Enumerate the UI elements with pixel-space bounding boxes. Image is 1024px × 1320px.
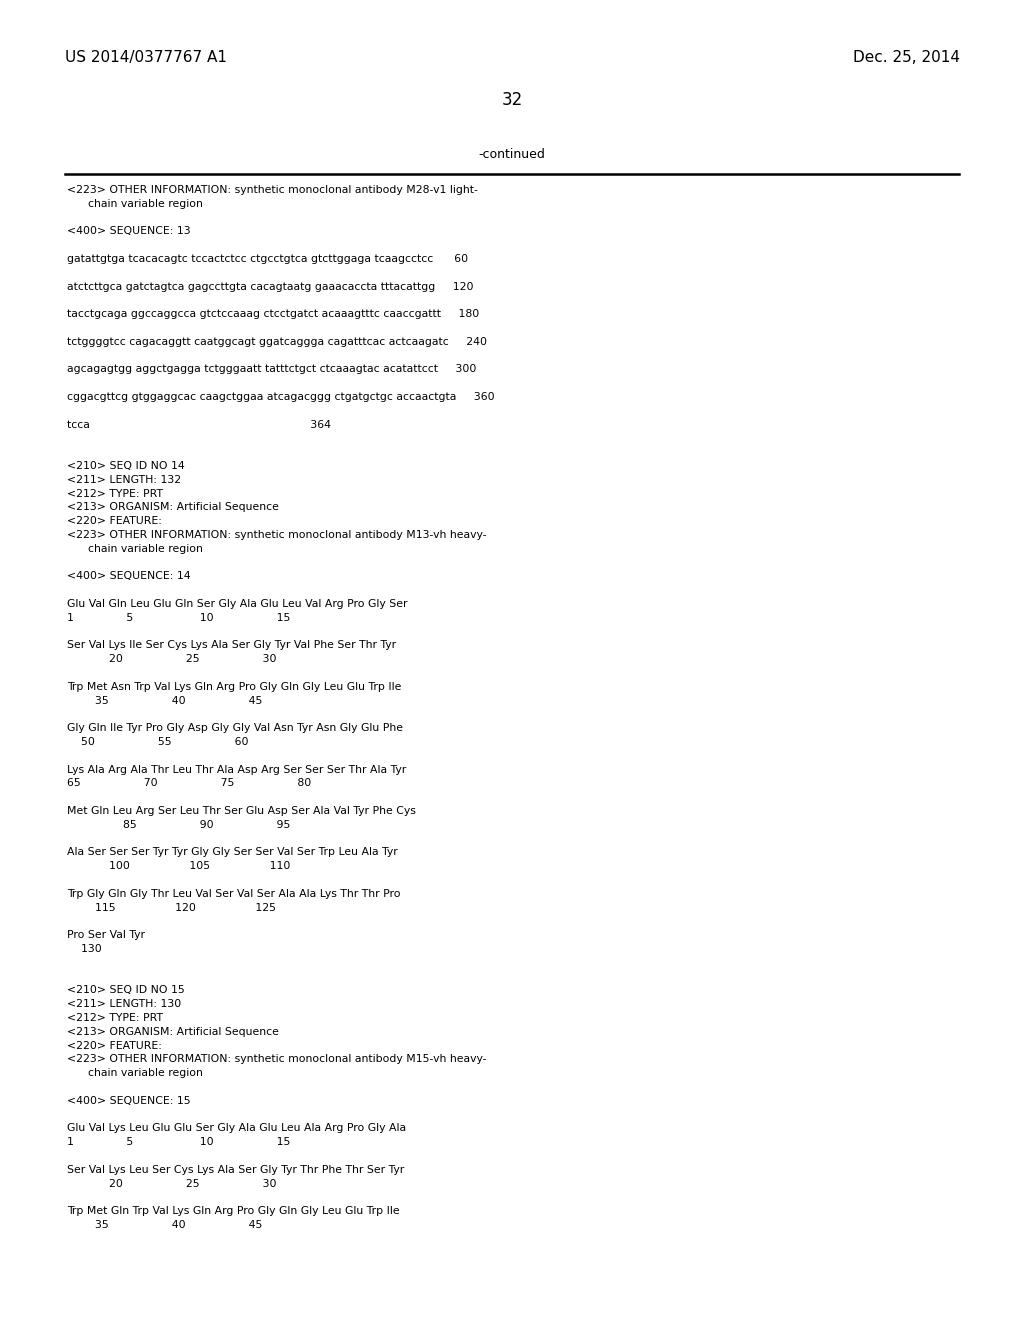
Text: cggacgttcg gtggaggcac caagctggaa atcagacggg ctgatgctgc accaactgta     360: cggacgttcg gtggaggcac caagctggaa atcagac… bbox=[67, 392, 495, 403]
Text: Ala Ser Ser Ser Tyr Tyr Gly Gly Ser Ser Val Ser Trp Leu Ala Tyr: Ala Ser Ser Ser Tyr Tyr Gly Gly Ser Ser … bbox=[67, 847, 397, 858]
Text: tctggggtcc cagacaggtt caatggcagt ggatcaggga cagatttcac actcaagatc     240: tctggggtcc cagacaggtt caatggcagt ggatcag… bbox=[67, 337, 487, 347]
Text: Ser Val Lys Leu Ser Cys Lys Ala Ser Gly Tyr Thr Phe Thr Ser Tyr: Ser Val Lys Leu Ser Cys Lys Ala Ser Gly … bbox=[67, 1164, 404, 1175]
Text: 20                  25                  30: 20 25 30 bbox=[67, 1179, 276, 1188]
Text: 65                  70                  75                  80: 65 70 75 80 bbox=[67, 779, 311, 788]
Text: <223> OTHER INFORMATION: synthetic monoclonal antibody M13-vh heavy-: <223> OTHER INFORMATION: synthetic monoc… bbox=[67, 531, 486, 540]
Text: <211> LENGTH: 130: <211> LENGTH: 130 bbox=[67, 999, 181, 1010]
Text: US 2014/0377767 A1: US 2014/0377767 A1 bbox=[65, 50, 227, 65]
Text: <220> FEATURE:: <220> FEATURE: bbox=[67, 1040, 162, 1051]
Text: tcca                                                               364: tcca 364 bbox=[67, 420, 331, 429]
Text: Trp Met Asn Trp Val Lys Gln Arg Pro Gly Gln Gly Leu Glu Trp Ile: Trp Met Asn Trp Val Lys Gln Arg Pro Gly … bbox=[67, 682, 401, 692]
Text: atctcttgca gatctagtca gagccttgta cacagtaatg gaaacaccta tttacattgg     120: atctcttgca gatctagtca gagccttgta cacagta… bbox=[67, 281, 473, 292]
Text: 1               5                   10                  15: 1 5 10 15 bbox=[67, 612, 291, 623]
Text: 130: 130 bbox=[67, 944, 101, 954]
Text: <212> TYPE: PRT: <212> TYPE: PRT bbox=[67, 488, 163, 499]
Text: chain variable region: chain variable region bbox=[67, 1068, 203, 1078]
Text: 35                  40                  45: 35 40 45 bbox=[67, 696, 262, 706]
Text: Pro Ser Val Tyr: Pro Ser Val Tyr bbox=[67, 931, 145, 940]
Text: Met Gln Leu Arg Ser Leu Thr Ser Glu Asp Ser Ala Val Tyr Phe Cys: Met Gln Leu Arg Ser Leu Thr Ser Glu Asp … bbox=[67, 807, 416, 816]
Text: 1               5                   10                  15: 1 5 10 15 bbox=[67, 1138, 291, 1147]
Text: 20                  25                  30: 20 25 30 bbox=[67, 655, 276, 664]
Text: chain variable region: chain variable region bbox=[67, 199, 203, 209]
Text: 32: 32 bbox=[502, 91, 522, 110]
Text: <400> SEQUENCE: 15: <400> SEQUENCE: 15 bbox=[67, 1096, 190, 1106]
Text: <400> SEQUENCE: 14: <400> SEQUENCE: 14 bbox=[67, 572, 190, 581]
Text: <210> SEQ ID NO 15: <210> SEQ ID NO 15 bbox=[67, 986, 184, 995]
Text: gatattgtga tcacacagtc tccactctcc ctgcctgtca gtcttggaga tcaagcctcc      60: gatattgtga tcacacagtc tccactctcc ctgcctg… bbox=[67, 253, 468, 264]
Text: <220> FEATURE:: <220> FEATURE: bbox=[67, 516, 162, 527]
Text: <213> ORGANISM: Artificial Sequence: <213> ORGANISM: Artificial Sequence bbox=[67, 503, 279, 512]
Text: -continued: -continued bbox=[478, 148, 546, 161]
Text: <400> SEQUENCE: 13: <400> SEQUENCE: 13 bbox=[67, 227, 190, 236]
Text: Lys Ala Arg Ala Thr Leu Thr Ala Asp Arg Ser Ser Ser Thr Ala Tyr: Lys Ala Arg Ala Thr Leu Thr Ala Asp Arg … bbox=[67, 764, 407, 775]
Text: <212> TYPE: PRT: <212> TYPE: PRT bbox=[67, 1012, 163, 1023]
Text: Glu Val Gln Leu Glu Gln Ser Gly Ala Glu Leu Val Arg Pro Gly Ser: Glu Val Gln Leu Glu Gln Ser Gly Ala Glu … bbox=[67, 599, 408, 609]
Text: 85                  90                  95: 85 90 95 bbox=[67, 820, 291, 830]
Text: 50                  55                  60: 50 55 60 bbox=[67, 737, 249, 747]
Text: Trp Met Gln Trp Val Lys Gln Arg Pro Gly Gln Gly Leu Glu Trp Ile: Trp Met Gln Trp Val Lys Gln Arg Pro Gly … bbox=[67, 1206, 399, 1216]
Text: <210> SEQ ID NO 14: <210> SEQ ID NO 14 bbox=[67, 461, 184, 471]
Text: agcagagtgg aggctgagga tctgggaatt tatttctgct ctcaaagtac acatattcct     300: agcagagtgg aggctgagga tctgggaatt tatttct… bbox=[67, 364, 476, 375]
Text: Gly Gln Ile Tyr Pro Gly Asp Gly Gly Val Asn Tyr Asn Gly Glu Phe: Gly Gln Ile Tyr Pro Gly Asp Gly Gly Val … bbox=[67, 723, 403, 733]
Text: Glu Val Lys Leu Glu Glu Ser Gly Ala Glu Leu Ala Arg Pro Gly Ala: Glu Val Lys Leu Glu Glu Ser Gly Ala Glu … bbox=[67, 1123, 407, 1134]
Text: tacctgcaga ggccaggcca gtctccaaag ctcctgatct acaaagtttc caaccgattt     180: tacctgcaga ggccaggcca gtctccaaag ctcctga… bbox=[67, 309, 479, 319]
Text: Dec. 25, 2014: Dec. 25, 2014 bbox=[853, 50, 961, 65]
Text: <223> OTHER INFORMATION: synthetic monoclonal antibody M15-vh heavy-: <223> OTHER INFORMATION: synthetic monoc… bbox=[67, 1055, 486, 1064]
Text: <213> ORGANISM: Artificial Sequence: <213> ORGANISM: Artificial Sequence bbox=[67, 1027, 279, 1036]
Text: 35                  40                  45: 35 40 45 bbox=[67, 1220, 262, 1230]
Text: 100                 105                 110: 100 105 110 bbox=[67, 861, 291, 871]
Text: <211> LENGTH: 132: <211> LENGTH: 132 bbox=[67, 475, 181, 484]
Text: chain variable region: chain variable region bbox=[67, 544, 203, 554]
Text: <223> OTHER INFORMATION: synthetic monoclonal antibody M28-v1 light-: <223> OTHER INFORMATION: synthetic monoc… bbox=[67, 185, 478, 195]
Text: 115                 120                 125: 115 120 125 bbox=[67, 903, 276, 912]
Text: Trp Gly Gln Gly Thr Leu Val Ser Val Ser Ala Ala Lys Thr Thr Pro: Trp Gly Gln Gly Thr Leu Val Ser Val Ser … bbox=[67, 888, 400, 899]
Text: Ser Val Lys Ile Ser Cys Lys Ala Ser Gly Tyr Val Phe Ser Thr Tyr: Ser Val Lys Ile Ser Cys Lys Ala Ser Gly … bbox=[67, 640, 396, 651]
